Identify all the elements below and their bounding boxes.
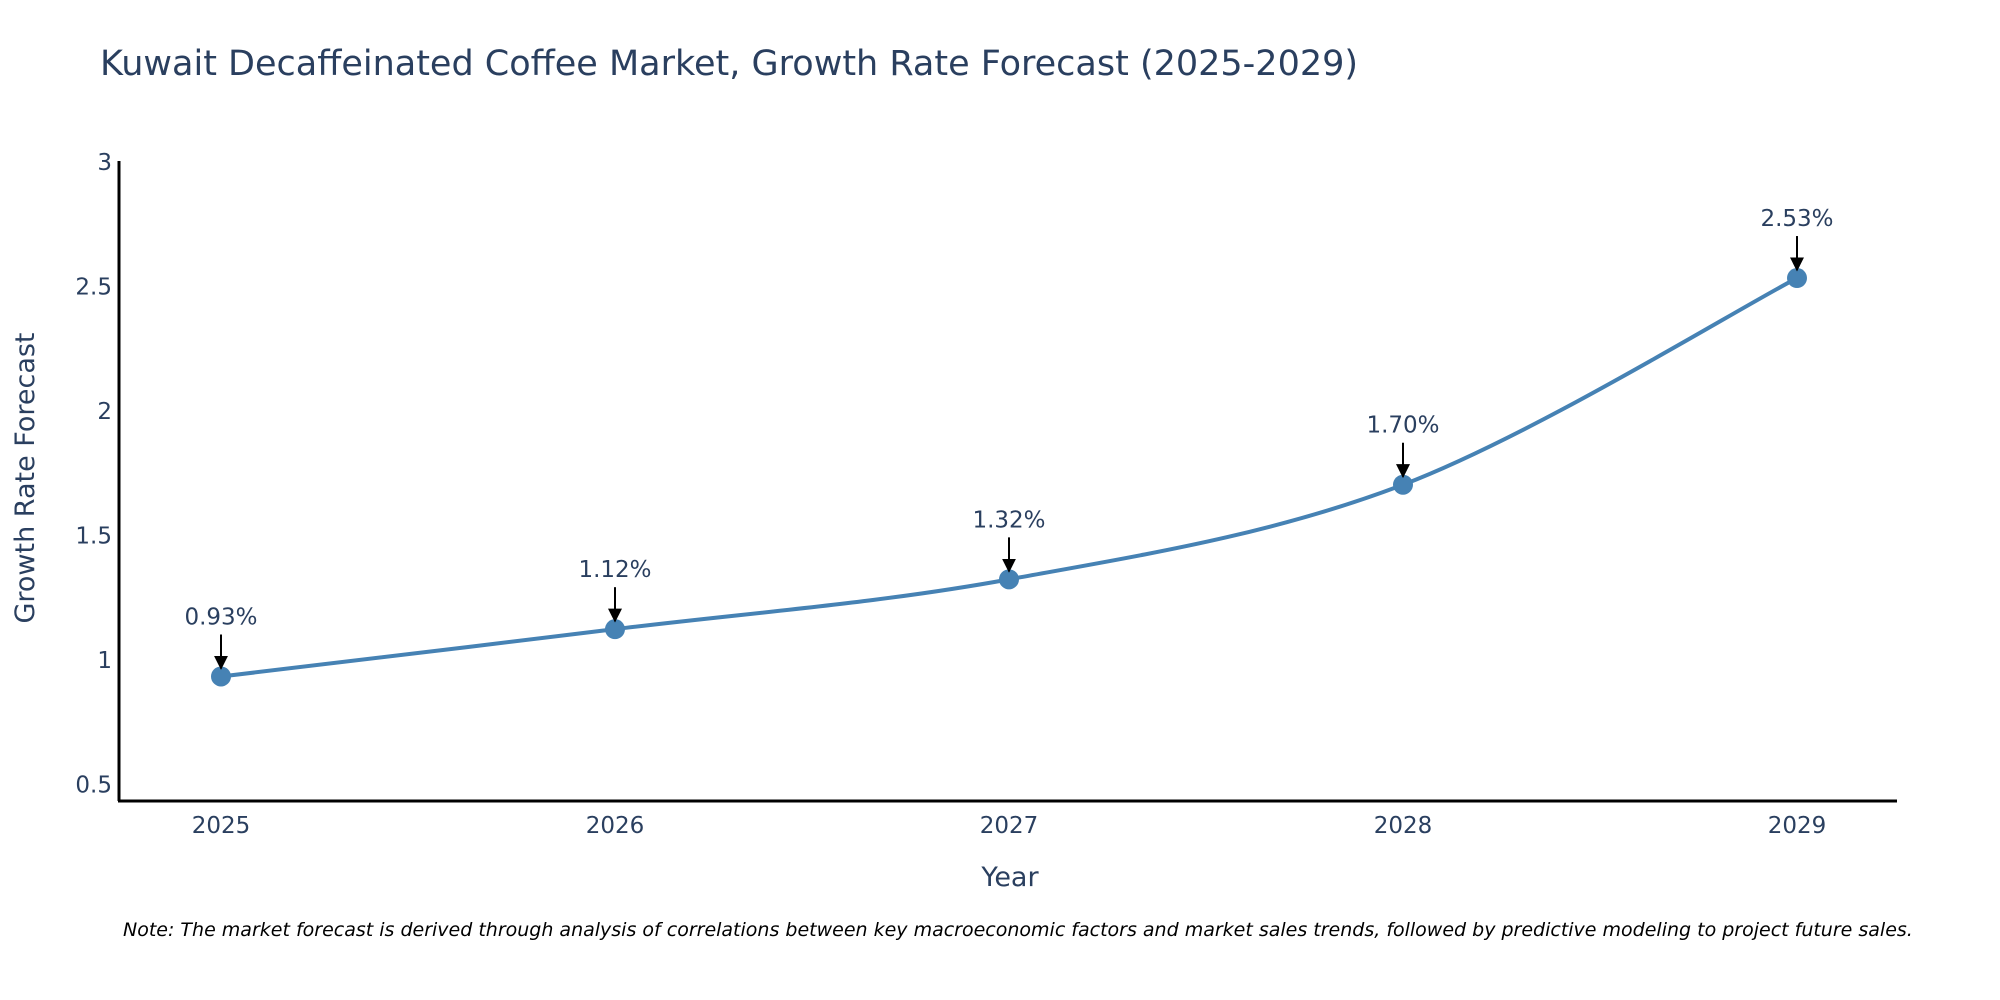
- x-tick-label: 2029: [1768, 813, 1827, 839]
- data-label-2027: 1.32%: [972, 507, 1045, 533]
- x-tick-label: 2027: [980, 813, 1039, 839]
- data-point-2026: [605, 619, 625, 640]
- x-tick-label: 2026: [586, 813, 645, 839]
- chart-title: Kuwait Decaffeinated Coffee Market, Grow…: [100, 44, 1359, 84]
- series-layer: [219, 276, 1799, 679]
- series-line: [219, 276, 1799, 679]
- data-point-2025: [211, 666, 231, 687]
- markers-layer: [211, 268, 1807, 687]
- data-label-2028: 1.70%: [1366, 413, 1439, 439]
- y-tick-label: 2.5: [75, 275, 112, 301]
- data-label-2025: 0.93%: [184, 604, 257, 630]
- x-tick-label: 2025: [192, 813, 251, 839]
- axes-layer: [117, 161, 1897, 803]
- data-point-2027: [999, 569, 1019, 590]
- data-point-2028: [1393, 474, 1413, 495]
- chart-note: Note: The market forecast is derived thr…: [123, 919, 1913, 941]
- annotations-layer: 0.93% 1.12% 1.32% 1.70% 2.53%: [184, 206, 1834, 670]
- x-axis-title: Year: [980, 862, 1039, 893]
- y-tick-label: 3: [97, 150, 112, 176]
- y-tick-label: 2: [97, 399, 112, 425]
- ticks-layer: 0.5 1 1.5 2 2.5 3 2025 2026 2027 2028 2029: [75, 150, 1826, 839]
- y-tick-label: 1: [97, 648, 112, 674]
- y-tick-label: 0.5: [75, 773, 112, 799]
- data-point-2029: [1787, 268, 1807, 289]
- y-tick-label: 1.5: [75, 524, 112, 550]
- data-label-2029: 2.53%: [1760, 206, 1833, 232]
- data-label-2026: 1.12%: [578, 557, 651, 583]
- x-tick-label: 2028: [1374, 813, 1433, 839]
- y-axis-title: Growth Rate Forecast: [10, 332, 41, 623]
